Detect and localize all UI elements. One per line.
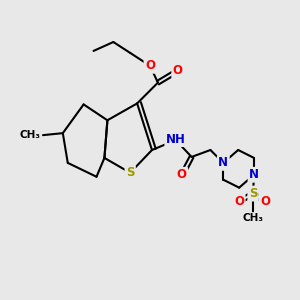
Text: S: S xyxy=(249,187,257,200)
Text: NH: NH xyxy=(166,133,186,146)
Text: O: O xyxy=(173,64,183,77)
Text: O: O xyxy=(234,195,244,208)
Text: O: O xyxy=(177,168,187,181)
Text: O: O xyxy=(260,195,270,208)
Text: O: O xyxy=(145,59,155,72)
Text: CH₃: CH₃ xyxy=(19,130,40,140)
Text: N: N xyxy=(249,168,259,181)
Text: N: N xyxy=(218,156,228,170)
Text: CH₃: CH₃ xyxy=(242,213,263,224)
Text: S: S xyxy=(126,166,134,179)
